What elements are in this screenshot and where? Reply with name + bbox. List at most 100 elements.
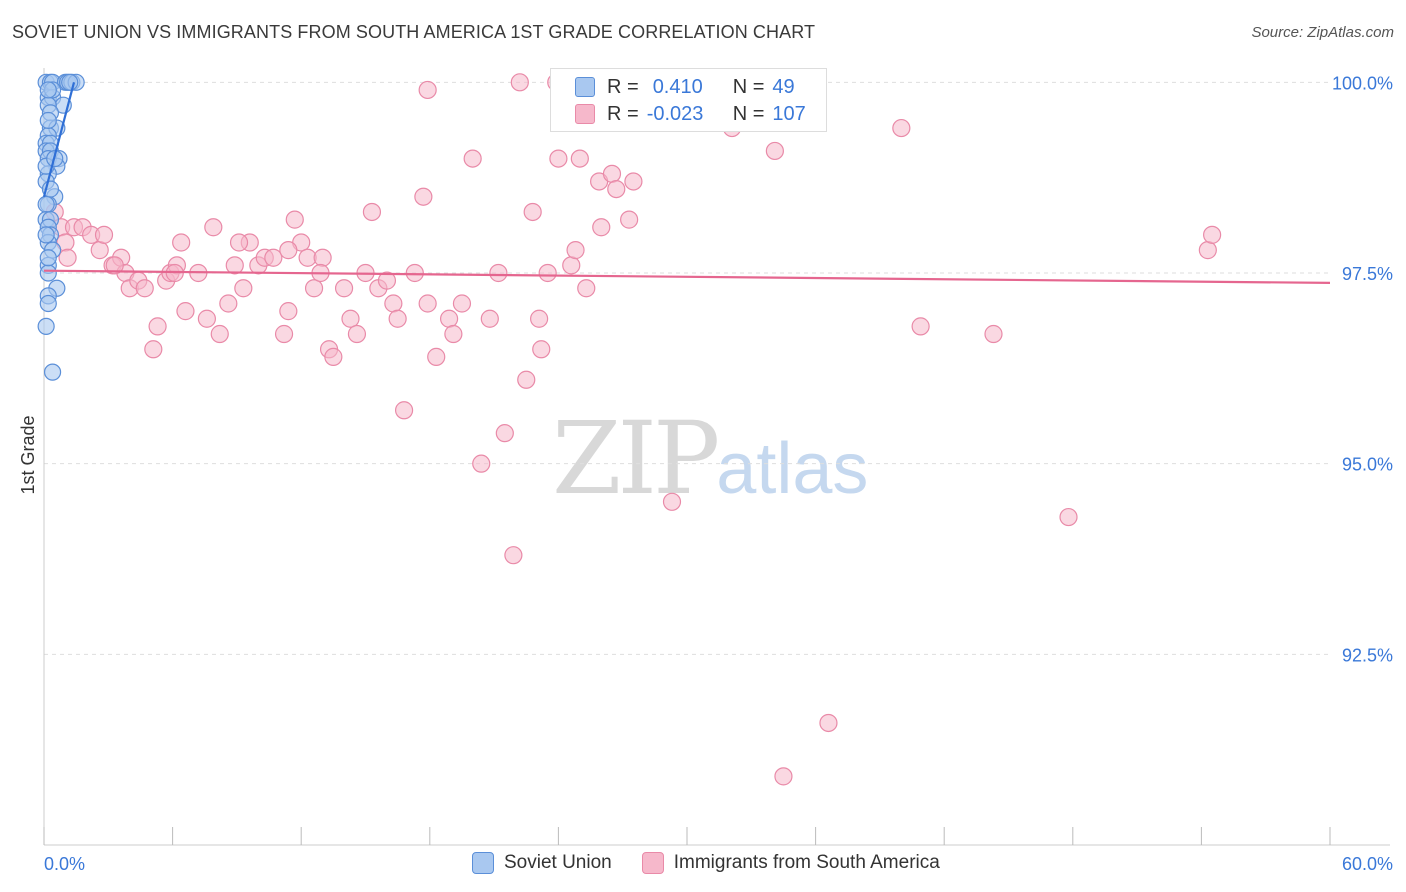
legend-label-immigrants: Immigrants from South America — [673, 852, 940, 873]
y-tick-label: 100.0% — [1332, 73, 1393, 93]
stats-legend: R = 0.410 N = 49 R = -0.023 N = 107 — [550, 68, 827, 132]
data-point-immigrants — [602, 164, 622, 183]
legend-row-immigrants: R = -0.023 N = 107 — [575, 101, 806, 127]
legend-n-label: N = — [732, 75, 765, 98]
data-point-immigrants — [472, 454, 491, 473]
data-point-immigrants — [819, 713, 838, 733]
data-point-soviet — [37, 226, 55, 244]
data-point-immigrants — [570, 149, 589, 168]
data-point-immigrants — [624, 172, 643, 191]
data-point-immigrants — [592, 218, 611, 237]
data-point-immigrants — [577, 279, 596, 298]
data-point-soviet — [37, 195, 55, 213]
data-point-immigrants — [517, 370, 536, 389]
data-point-soviet — [39, 111, 57, 130]
data-point-soviet — [39, 249, 57, 267]
data-point-immigrants — [210, 324, 229, 344]
trend-line-soviet — [42, 82, 76, 198]
trend-line-immigrants — [43, 269, 1331, 285]
data-point-immigrants — [444, 324, 463, 344]
y-tick-label: 97.5% — [1342, 264, 1393, 284]
data-point-immigrants — [105, 256, 124, 275]
data-point-immigrants — [279, 241, 298, 260]
data-point-immigrants — [377, 271, 397, 290]
data-point-immigrants — [225, 256, 244, 275]
watermark: ZIPatlas — [552, 400, 868, 517]
data-point-immigrants — [219, 294, 238, 313]
axes — [43, 68, 1390, 846]
data-point-immigrants — [304, 279, 324, 298]
legend-r-label: R = — [607, 102, 639, 125]
data-point-immigrants — [427, 347, 446, 366]
data-point-immigrants — [394, 401, 414, 420]
legend-r-label: R = — [607, 75, 639, 98]
data-point-immigrants — [94, 225, 114, 244]
legend-swatch-immigrants — [641, 852, 664, 874]
data-point-immigrants — [523, 202, 542, 222]
data-point-immigrants — [90, 241, 109, 260]
data-point-immigrants — [204, 218, 223, 237]
y-tick-label: 92.5% — [1342, 645, 1393, 665]
data-point-immigrants — [229, 233, 249, 252]
data-point-soviet — [39, 81, 57, 99]
legend-row-soviet: R = 0.410 N = 49 — [575, 74, 795, 100]
data-point-immigrants — [172, 233, 191, 252]
data-point-immigrants — [405, 263, 424, 283]
data-point-soviet — [43, 363, 62, 381]
data-point-immigrants — [439, 309, 459, 328]
trend-lines — [42, 82, 1331, 285]
data-point-immigrants — [1198, 241, 1217, 260]
x-tick-label: 60.0% — [1342, 854, 1393, 874]
data-point-immigrants — [384, 294, 403, 313]
data-point-immigrants — [662, 492, 682, 511]
data-point-immigrants — [765, 141, 784, 161]
legend-swatch-soviet — [575, 77, 595, 97]
data-point-immigrants — [892, 118, 911, 138]
data-point-immigrants — [489, 263, 508, 283]
data-point-immigrants — [341, 309, 360, 328]
legend-swatch-soviet — [472, 852, 494, 874]
data-point-immigrants — [264, 248, 283, 267]
data-point-immigrants — [495, 424, 514, 443]
data-point-immigrants — [774, 767, 793, 786]
series-immigrants-points — [45, 73, 1222, 786]
series-legend: Soviet Union Immigrants from South Ameri… — [472, 852, 970, 874]
data-point-immigrants — [135, 279, 154, 298]
source-label: Source: ZipAtlas.com — [1251, 24, 1394, 41]
legend-item-soviet[interactable]: Soviet Union — [472, 852, 612, 874]
watermark-atlas: atlas — [716, 429, 869, 509]
y-axis-label: 1st Grade — [18, 415, 38, 494]
watermark-zip: ZIP — [552, 400, 720, 517]
legend-swatch-immigrants — [575, 104, 595, 124]
data-point-immigrants — [566, 241, 585, 260]
data-point-immigrants — [347, 324, 367, 344]
data-point-immigrants — [148, 317, 167, 336]
data-point-immigrants — [984, 324, 1003, 344]
data-point-immigrants — [362, 202, 382, 222]
data-point-immigrants — [504, 546, 523, 565]
data-point-immigrants — [334, 279, 354, 298]
data-point-immigrants — [452, 294, 472, 313]
data-point-immigrants — [1059, 507, 1078, 527]
data-point-immigrants — [274, 324, 294, 344]
x-tick-label: 0.0% — [44, 854, 85, 874]
legend-r-value: 0.410 — [652, 75, 703, 98]
legend-n-label: N = — [732, 102, 765, 125]
series-soviet-points — [37, 73, 85, 381]
tick-labels: 92.5% 95.0% 97.5% 100.0% 0.0% 60.0% — [44, 73, 1393, 874]
data-point-immigrants — [911, 317, 930, 336]
data-point-immigrants — [532, 340, 551, 359]
legend-n-value: 107 — [772, 102, 806, 125]
data-point-immigrants — [388, 309, 407, 328]
chart-title: SOVIET UNION VS IMMIGRANTS FROM SOUTH AM… — [12, 22, 816, 42]
legend-n-value: 49 — [772, 75, 795, 98]
data-point-immigrants — [313, 248, 332, 267]
data-point-immigrants — [530, 309, 549, 328]
data-point-immigrants — [279, 302, 298, 321]
data-point-immigrants — [144, 340, 163, 359]
legend-item-immigrants[interactable]: Immigrants from South America — [641, 852, 940, 874]
legend-r-value: -0.023 — [646, 102, 704, 125]
data-point-immigrants — [324, 347, 343, 366]
data-point-immigrants — [285, 210, 304, 229]
